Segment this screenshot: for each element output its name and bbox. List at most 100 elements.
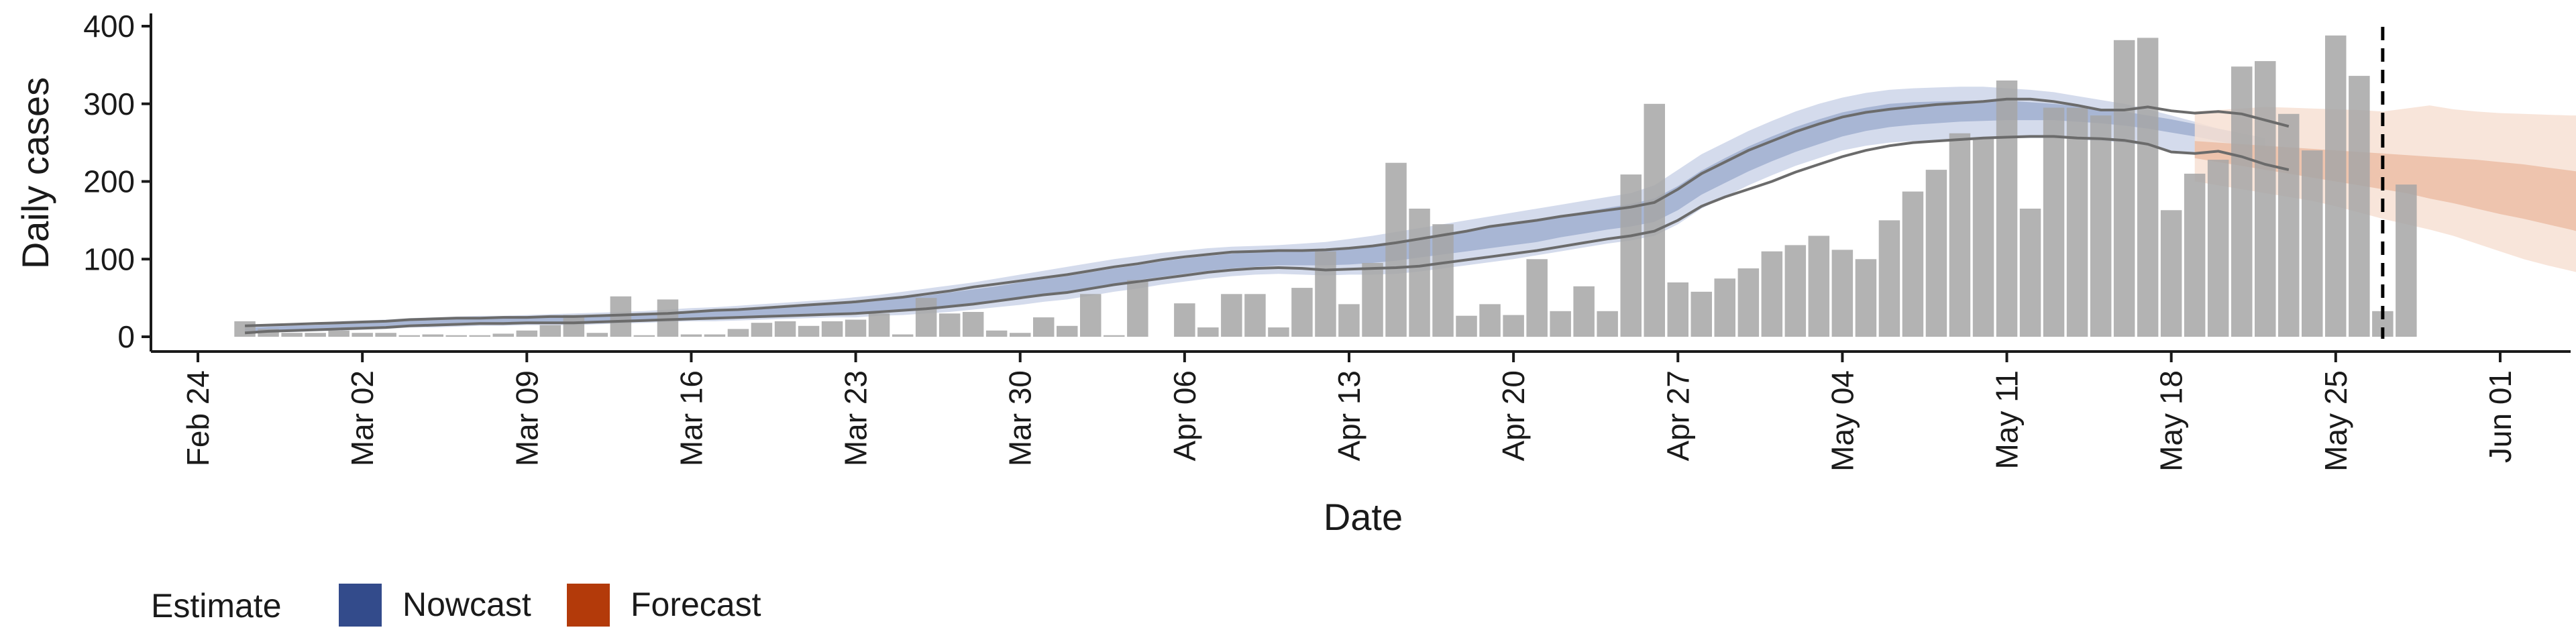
x-tick-label: May 25 [2318,370,2353,472]
daily-case-bar [868,313,890,337]
daily-case-bar [2090,115,2112,337]
daily-case-bar [1690,291,1712,337]
daily-case-bar [1925,170,1947,337]
daily-case-bar [328,330,350,337]
daily-case-bar [1080,294,1102,337]
daily-case-bar [281,333,303,337]
daily-case-bar [1479,304,1501,337]
x-axis-ticks: Feb 24 Mar 02 Mar 09 Mar 16 Mar 23 Mar 30 Apr … [180,352,2518,472]
daily-case-bar [1526,259,1548,337]
daily-case-bar [469,335,490,337]
daily-case-bar [751,323,773,337]
daily-case-bar [1644,103,1665,337]
daily-case-bar [1784,245,1807,337]
daily-case-bar [774,321,796,337]
daily-case-bar [1315,251,1336,337]
daily-case-bar [1197,327,1219,337]
daily-case-bar [1291,288,1313,337]
daily-case-bar [2137,38,2159,337]
x-tick-label: Apr 13 [1332,370,1366,462]
y-tick-label: 300 [83,87,135,121]
daily-case-bar [1432,224,1454,337]
nowcast-lower-line [244,135,2290,335]
y-tick-label: 0 [117,319,135,354]
daily-case-bar [258,329,279,337]
daily-case-bar [1385,162,1407,337]
daily-case-bar [539,325,561,337]
daily-case-bar [985,330,1008,337]
x-tick-label: Mar 02 [345,370,380,466]
daily-case-bar [2231,66,2253,337]
daily-case-bar [2207,160,2229,337]
daily-case-bar [2302,150,2323,337]
daily-case-bar [1503,315,1524,337]
daily-case-bar [821,321,843,337]
daily-case-bar [1831,250,1854,337]
daily-case-bar [1620,174,1642,337]
plot-area [234,27,2576,339]
legend: Estimate Nowcast Forecast [151,584,761,627]
x-tick-label: Mar 09 [509,370,544,466]
y-tick-label: 400 [83,9,135,44]
daily-case-bar [962,312,984,337]
x-axis-title: Date [1324,496,1403,538]
daily-case-bar [1338,304,1360,337]
daily-case-bar [2349,76,2370,337]
daily-case-bar [445,335,467,337]
daily-case-bar [1057,325,1078,337]
daily-case-bar [1902,191,1924,337]
daily-case-bar [1878,220,1900,337]
daily-case-bar [1409,209,1430,337]
daily-case-bar [586,333,608,337]
daily-case-bar [1972,138,1994,337]
daily-case-bar [305,333,326,337]
x-tick-label: Feb 24 [180,370,215,466]
daily-case-bar [492,333,514,337]
daily-case-bar [1597,311,1618,337]
x-tick-label: May 11 [1990,370,2025,469]
daily-case-bar [798,325,820,337]
daily-case-bar [1362,263,1383,337]
nowcast-upper-line [245,97,2290,327]
daily-case-bar [563,315,585,337]
legend-key-forecast [567,584,610,627]
daily-case-bar [727,329,749,337]
daily-case-bar [398,335,420,337]
daily-case-bar [2019,209,2041,337]
x-tick-label: Jun 01 [2483,370,2518,463]
y-tick-label: 200 [83,164,135,199]
daily-case-bar [2043,107,2065,337]
daily-case-bar [1573,286,1595,337]
daily-case-bar [1996,80,2018,337]
daily-case-bar [2396,184,2417,337]
daily-case-bars [234,35,2417,337]
daily-case-bar [1127,280,1148,337]
y-axis-title: Daily cases [14,77,56,269]
daily-case-bar [1268,327,1289,337]
nowcast-band-50 [245,101,2265,333]
daily-case-bar [1104,335,1125,337]
x-tick-label: Mar 23 [839,370,873,466]
daily-case-bar [892,334,914,337]
daily-case-bar [2255,61,2276,337]
daily-case-bar [2325,35,2347,337]
daily-case-bar [375,333,396,337]
x-tick-label: Apr 27 [1660,370,1695,462]
daily-case-bar [1949,133,1971,337]
axes: 0 100 200 300 400 Feb 24 Mar 02 Mar 09 Mar 16 Ma… [83,9,2571,472]
daily-case-bar [2184,173,2206,337]
daily-case-bar [915,298,937,337]
daily-case-bar [938,313,961,337]
daily-case-bar [516,330,538,337]
daily-case-bar [2160,210,2182,337]
y-tick-label: 100 [83,241,135,276]
daily-case-bar [1808,235,1830,337]
daily-case-bar [234,321,256,337]
daily-case-bar [845,319,867,337]
x-tick-label: Apr 06 [1167,370,1202,462]
x-tick-label: May 18 [2154,370,2189,472]
daily-case-bar [1033,317,1055,337]
daily-case-bar [1667,282,1688,337]
x-tick-label: Mar 30 [1003,370,1038,466]
